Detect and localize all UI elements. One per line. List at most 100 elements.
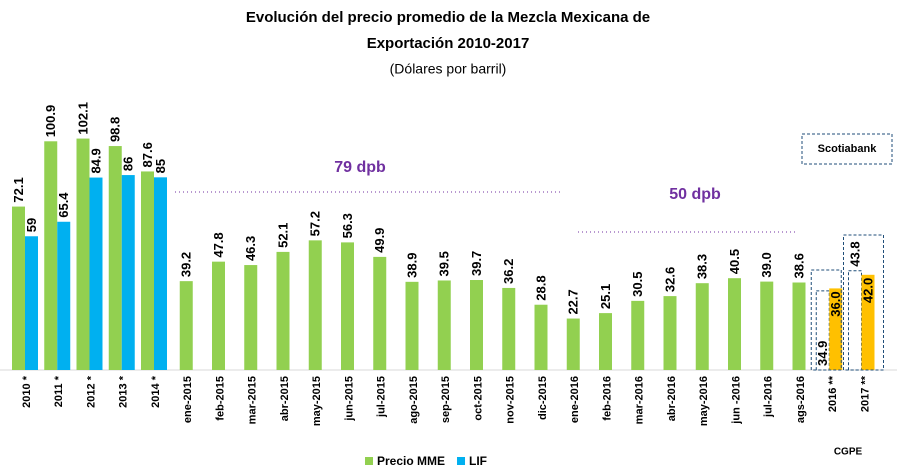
value-label: 47.8: [211, 232, 226, 257]
bar: [728, 278, 741, 370]
value-label: 28.8: [533, 275, 548, 300]
value-label: 46.3: [243, 236, 258, 261]
bar: [405, 281, 419, 370]
bar: [12, 206, 25, 370]
bar: [534, 304, 548, 370]
bar: [599, 313, 612, 370]
value-label: 57.2: [308, 211, 323, 236]
x-tick-label: 2010 *: [21, 375, 33, 408]
value-label: 39.7: [469, 251, 484, 276]
x-tick-label: oct-2015: [472, 376, 484, 421]
x-tick-label: ene-2015: [182, 376, 194, 423]
value-label: 100.9: [43, 105, 58, 138]
value-label: 22.7: [566, 289, 581, 314]
value-label: 40.5: [727, 249, 742, 274]
value-label: 86: [121, 157, 136, 171]
x-tick-label: abr-2015: [279, 376, 291, 421]
legend-label: Precio MME: [377, 454, 445, 468]
bar: [141, 171, 154, 370]
bar: [57, 221, 71, 370]
bar: [861, 274, 875, 370]
bar: [470, 280, 483, 370]
bar: [276, 251, 290, 370]
value-label: 38.3: [695, 254, 710, 279]
value-label: 59: [24, 218, 39, 232]
value-label: 49.9: [372, 228, 387, 253]
value-label: 36.2: [501, 259, 516, 284]
value-label: 52.1: [275, 223, 290, 248]
x-tick-label: 2011 *: [53, 375, 65, 407]
x-tick-label: jul-2016: [763, 376, 775, 418]
bar: [76, 138, 90, 370]
bar: [154, 177, 167, 370]
annotation: 50 dpb: [669, 186, 721, 203]
value-label: 84.9: [88, 148, 103, 173]
x-tick-label: may-2015: [311, 376, 323, 426]
x-tick-label: 2017 **: [859, 375, 871, 412]
bar: [244, 265, 258, 370]
forecast-box: [843, 234, 884, 371]
source-label: CGPE: [834, 447, 863, 458]
x-tick-label: abr-2016: [666, 376, 678, 421]
x-tick-label: mar-2015: [247, 376, 259, 424]
chart-title: Evolución del precio promedio de la Mezc…: [246, 9, 650, 26]
value-label: 34.9: [815, 341, 830, 366]
bar: [631, 300, 645, 370]
bar: [44, 141, 58, 370]
bar: [792, 282, 806, 370]
x-tick-label: 2016 **: [827, 375, 839, 412]
chart-title: Exportación 2010-2017: [367, 35, 530, 52]
bar: [121, 175, 135, 370]
bar: [179, 281, 193, 370]
bar: [108, 146, 122, 370]
value-label: 87.6: [140, 142, 155, 167]
value-label: 65.4: [56, 192, 71, 218]
bar: [566, 318, 580, 370]
bar: [829, 288, 843, 370]
value-label: 25.1: [598, 284, 613, 309]
x-tick-label: ags-2016: [795, 376, 807, 423]
x-tick-label: 2014 *: [150, 375, 162, 408]
legend-label: LIF: [469, 454, 487, 468]
x-tick-label: feb-2015: [214, 376, 226, 421]
value-label: 38.6: [791, 253, 806, 278]
bar: [437, 280, 451, 370]
x-tick-label: jul-2015: [376, 376, 388, 418]
value-label: 56.3: [340, 213, 355, 238]
bar: [25, 236, 38, 370]
value-label: 36.0: [828, 291, 843, 316]
value-label: 38.9: [404, 253, 419, 278]
legend-swatch: [365, 457, 373, 465]
bar: [760, 281, 774, 370]
chart-subtitle: (Dólares por barril): [390, 61, 507, 77]
value-label: 39.2: [179, 252, 194, 277]
bar: [663, 296, 677, 370]
value-label: 72.1: [11, 177, 26, 202]
x-tick-label: ene-2016: [569, 376, 581, 423]
value-label: 43.8: [847, 241, 862, 266]
x-tick-label: jun -2016: [730, 376, 742, 425]
x-tick-label: feb-2016: [601, 376, 613, 421]
bar: [212, 261, 225, 370]
bar: [695, 283, 709, 370]
legend-swatch: [457, 457, 466, 465]
x-tick-label: ago-2015: [408, 376, 420, 424]
x-tick-label: mar-2016: [634, 376, 646, 424]
bar: [308, 240, 322, 370]
x-tick-label: dic-2015: [537, 376, 549, 420]
value-label: 102.1: [75, 102, 90, 135]
value-label: 30.5: [630, 272, 645, 297]
forecast-box: [810, 269, 842, 371]
bar: [373, 256, 387, 370]
x-tick-label: nov-2015: [505, 376, 517, 424]
x-tick-label: sep-2015: [440, 376, 452, 423]
value-label: 39.5: [437, 251, 452, 276]
x-tick-label: may-2016: [698, 376, 710, 426]
value-label: 32.6: [662, 267, 677, 292]
bar: [89, 177, 103, 370]
annotation: 79 dpb: [334, 159, 386, 176]
bar: [502, 287, 516, 370]
x-tick-label: 2012 *: [85, 375, 97, 408]
value-label: 42.0: [860, 278, 875, 303]
